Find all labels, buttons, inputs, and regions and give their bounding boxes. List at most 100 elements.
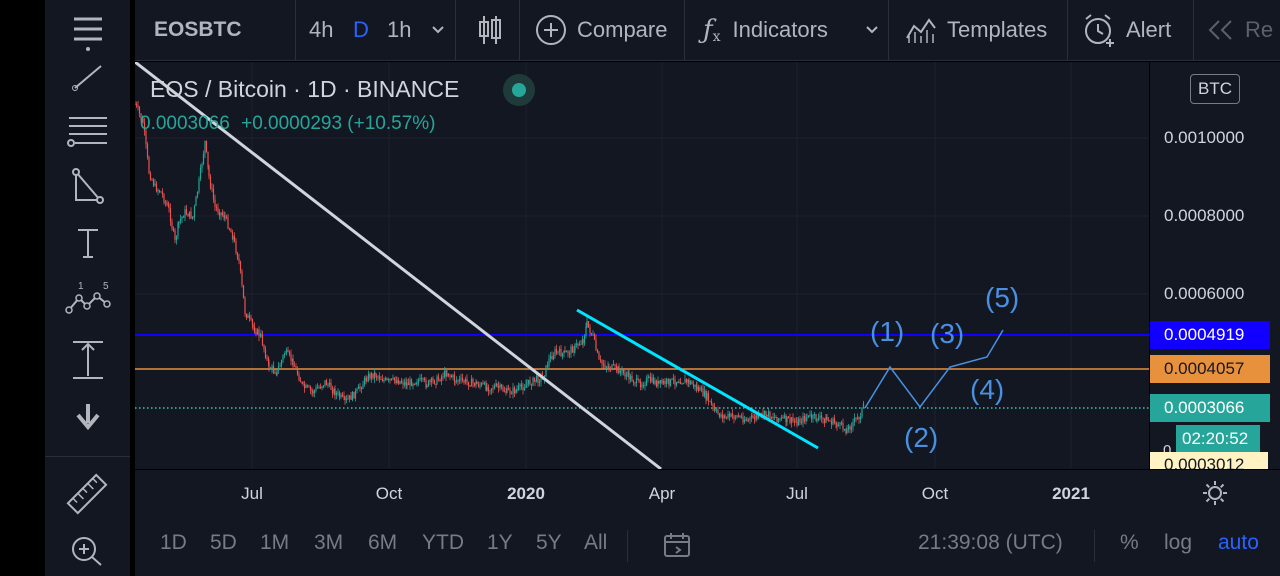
svg-text:5: 5 <box>103 281 109 292</box>
compare-button[interactable]: Compare <box>535 0 667 60</box>
candle-body <box>519 384 521 387</box>
log-scale-toggle[interactable]: log <box>1164 531 1193 554</box>
candle-body <box>239 261 242 272</box>
candle-body <box>712 404 714 407</box>
candle-body <box>487 386 490 391</box>
percent-scale-toggle[interactable]: % <box>1120 531 1139 554</box>
candle-body <box>564 350 566 352</box>
text-tool-icon[interactable] <box>69 224 107 262</box>
candle-body <box>330 382 332 390</box>
candle-body <box>245 313 248 319</box>
candle-body <box>406 383 408 386</box>
candle-body <box>555 349 558 353</box>
price-chart[interactable] <box>135 62 1149 469</box>
indicators-dropdown-chevron-icon[interactable] <box>865 0 879 60</box>
range-5d[interactable]: 5D <box>210 531 237 554</box>
chart-type-candles-icon[interactable] <box>477 0 503 60</box>
candle-body <box>215 206 218 208</box>
candle-body <box>177 223 179 237</box>
candle-body <box>637 378 639 380</box>
candle-body <box>638 379 640 382</box>
candle-body <box>356 388 358 392</box>
trendline-white <box>135 62 662 469</box>
measure-tool-icon[interactable] <box>69 338 107 382</box>
candle-body <box>697 386 700 391</box>
wave-label-4[interactable]: (4) <box>970 374 1005 405</box>
range-3m[interactable]: 3M <box>314 531 344 554</box>
replay-button[interactable]: Re <box>1207 0 1273 60</box>
candle-body <box>619 370 622 374</box>
wave-label-3[interactable]: (3) <box>930 318 965 349</box>
candle-body <box>682 383 685 385</box>
candle-body <box>201 163 203 169</box>
candle-body <box>632 381 635 383</box>
candle-body <box>303 383 306 389</box>
range-1y[interactable]: 1Y <box>487 531 513 554</box>
candle-body <box>207 151 209 167</box>
interval-d[interactable]: D <box>353 17 369 42</box>
range-1d[interactable]: 1D <box>160 531 187 554</box>
zoom-in-icon[interactable] <box>67 534 107 568</box>
candle-body <box>500 384 503 388</box>
candle-body <box>700 387 703 389</box>
candle-body <box>655 380 658 387</box>
wave-label-5[interactable]: (5) <box>985 282 1020 313</box>
arrow-down-icon[interactable] <box>69 398 107 436</box>
candle-body <box>429 380 431 382</box>
candle-body <box>557 351 559 353</box>
trendline-tool-icon[interactable] <box>69 62 107 92</box>
candle-body <box>360 388 363 390</box>
chart-pane[interactable] <box>135 62 1149 469</box>
range-ytd[interactable]: YTD <box>422 531 464 554</box>
candle-body <box>436 376 438 385</box>
ruler-icon[interactable] <box>65 472 109 516</box>
pattern-tool-icon[interactable] <box>69 168 107 206</box>
candle-body <box>366 380 368 382</box>
candle-body <box>192 216 194 218</box>
candle-body <box>786 416 788 423</box>
candle-body <box>348 395 351 399</box>
wave-label-2[interactable]: (2) <box>904 422 939 453</box>
currency-badge[interactable]: BTC <box>1190 74 1240 104</box>
candle-body <box>746 419 748 421</box>
candle-body <box>161 191 164 195</box>
candle-body <box>475 382 477 386</box>
candle-body <box>312 391 314 394</box>
alert-button[interactable]: Alert <box>1082 0 1171 60</box>
interval-1h[interactable]: 1h <box>387 17 412 42</box>
calendar-goto-date-icon[interactable] <box>660 529 694 561</box>
candle-body <box>211 187 213 189</box>
range-5y[interactable]: 5Y <box>536 531 562 554</box>
range-1m[interactable]: 1M <box>260 531 290 554</box>
candle-body <box>608 366 610 369</box>
time-tick: Oct <box>375 484 403 503</box>
utc-clock[interactable]: 21:39:08 (UTC) <box>918 531 1063 554</box>
candle-body <box>517 386 520 390</box>
candle-body <box>684 378 686 384</box>
candle-body <box>509 389 511 394</box>
candle-body <box>718 413 721 417</box>
symbol-search[interactable]: EOSBTC <box>154 18 242 41</box>
fib-retracement-tool-icon[interactable] <box>67 112 109 150</box>
auto-scale-toggle[interactable]: auto <box>1218 531 1259 554</box>
wave-label-1[interactable]: (1) <box>870 316 905 347</box>
candle-body <box>862 403 865 408</box>
candle-body <box>238 258 240 262</box>
candle-body <box>652 377 655 384</box>
interval-4h[interactable]: 4h <box>309 17 334 42</box>
candle-body <box>694 384 696 387</box>
time-axis[interactable] <box>135 470 1280 516</box>
candle-body <box>749 417 751 420</box>
compare-label: Compare <box>577 17 668 42</box>
interval-dropdown-chevron-icon[interactable] <box>431 0 445 60</box>
templates-button[interactable]: Templates <box>905 0 1047 60</box>
candle-body <box>370 373 373 379</box>
chart-settings-gear-icon[interactable] <box>1200 478 1230 508</box>
range-all[interactable]: All <box>584 531 608 554</box>
menu-icon[interactable] <box>69 12 107 52</box>
range-6m[interactable]: 6M <box>368 531 398 554</box>
candle-body <box>316 387 319 389</box>
candle-body <box>772 416 774 418</box>
